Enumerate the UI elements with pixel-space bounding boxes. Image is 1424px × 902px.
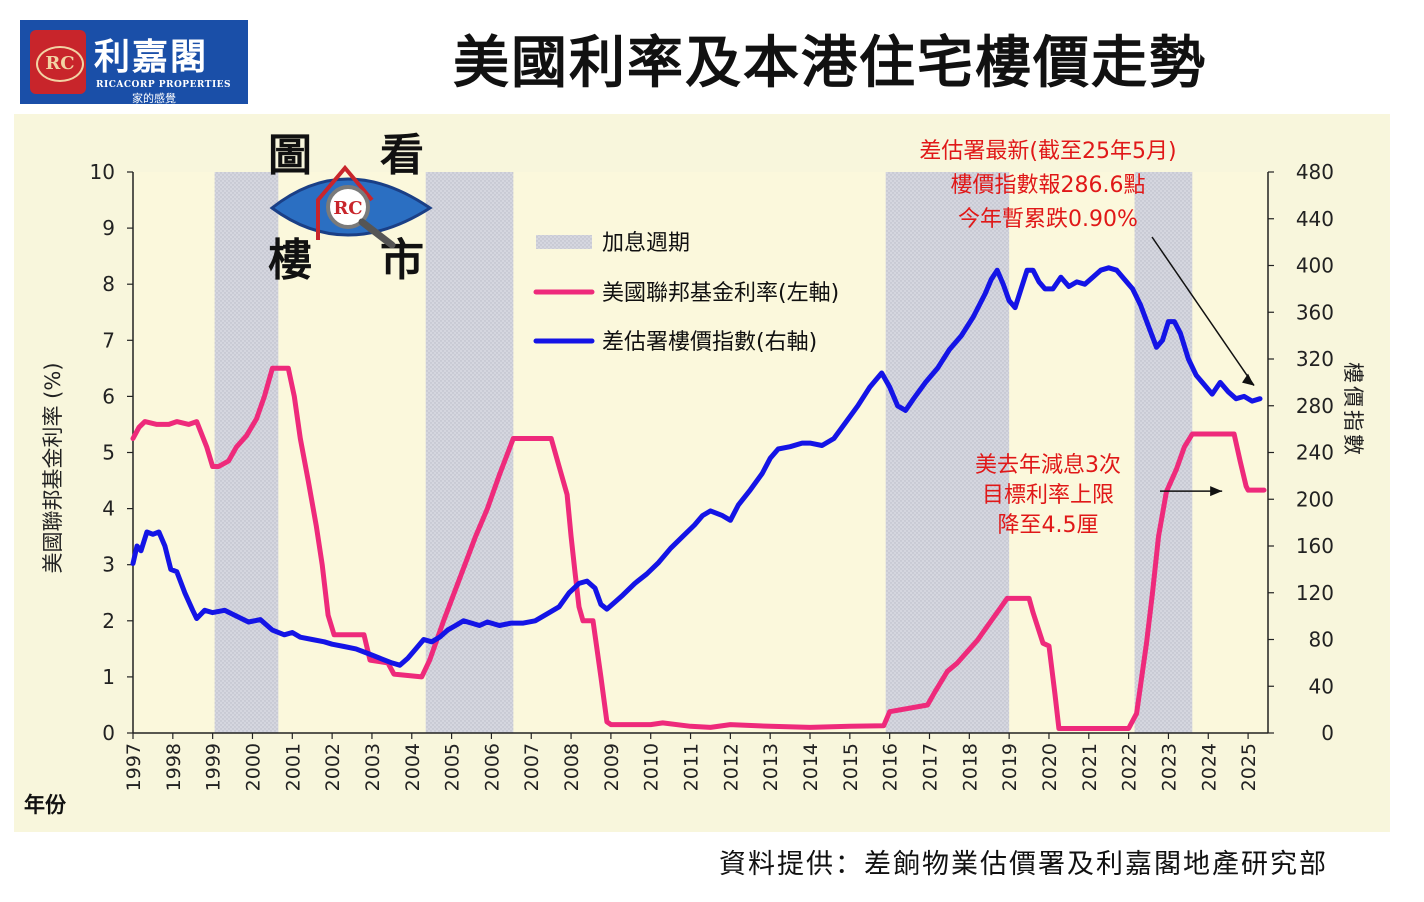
- y-right-tick-label: 400: [1296, 254, 1334, 278]
- home-price-index-line: [130, 265, 1263, 668]
- x-tick-label: 2002: [322, 743, 344, 791]
- hike-band: [214, 172, 279, 733]
- legend-label-bands: 加息週期: [602, 231, 690, 256]
- page-title: 美國利率及本港住宅樓價走勢: [453, 31, 1207, 96]
- x-tick-label: 2021: [1079, 743, 1101, 791]
- annotation-cut-line: 降至4.5厘: [998, 513, 1099, 538]
- x-tick-label: 2022: [1119, 743, 1141, 791]
- annotation-cut-arrowhead: [1210, 486, 1223, 497]
- x-tick-label: 2007: [521, 743, 543, 791]
- x-tick-label: 2010: [641, 743, 663, 791]
- x-tick-label: 2016: [880, 743, 902, 791]
- logo-tagline: 家的感覺: [132, 92, 176, 105]
- chart-logo-char: 看: [380, 130, 424, 181]
- y-left-tick-label: 7: [102, 328, 115, 352]
- y-right-tick-label: 120: [1296, 581, 1334, 605]
- logo-english: RICACORP PROPERTIES: [96, 80, 232, 90]
- x-axis-label: 年份: [24, 793, 67, 817]
- legend-label-index: 差估署樓價指數(右軸): [602, 330, 817, 355]
- ricacorp-logo: RC 利嘉閣 RICACORP PROPERTIES 家的感覺: [20, 20, 248, 105]
- y-right-tick-label: 160: [1296, 534, 1334, 558]
- y-right-tick-label: 80: [1309, 628, 1334, 652]
- x-tick-label: 2008: [561, 743, 583, 791]
- annotation-latest-arrow: [1151, 236, 1255, 386]
- x-tick-label: 2024: [1198, 743, 1220, 791]
- rc-seal-icon: RC: [30, 30, 86, 94]
- legend-label-rate: 美國聯邦基金利率(左軸): [602, 281, 839, 306]
- annotation-latest-arrowhead: [1242, 373, 1255, 386]
- y-left-tick-label: 2: [102, 609, 115, 633]
- y-left-tick-label: 3: [102, 553, 115, 577]
- x-tick-label: 2025: [1238, 743, 1260, 791]
- magnifier-handle: [358, 218, 396, 249]
- x-tick-label: 2004: [402, 743, 424, 791]
- x-tick-label: 2011: [681, 743, 703, 791]
- x-tick-label: 2013: [760, 743, 782, 791]
- hike-band: [885, 172, 1010, 733]
- x-tick-label: 2001: [282, 743, 304, 791]
- x-tick-label: 2003: [362, 743, 384, 791]
- legend-swatch-bands: [536, 235, 592, 249]
- magnifier-lens: [326, 185, 370, 229]
- chart-logo-char: 圖: [268, 130, 312, 181]
- hike-band: [425, 172, 514, 733]
- y-right-tick-label: 40: [1309, 674, 1334, 698]
- x-tick-label: 2009: [601, 743, 623, 791]
- y-left-tick-label: 8: [102, 272, 115, 296]
- y-right-tick-label: 200: [1296, 487, 1334, 511]
- eye-magnifier-icon: 圖看樓 市RC: [268, 130, 433, 286]
- y-left-tick-label: 9: [102, 216, 115, 240]
- series-lines: [130, 265, 1267, 731]
- annotation-cut-line: 目標利率上限: [982, 483, 1114, 508]
- y-right-tick-label: 440: [1296, 207, 1334, 231]
- x-tick-label: 2023: [1158, 743, 1180, 791]
- y-right-tick-label: 320: [1296, 347, 1334, 371]
- y-right-tick-label: 360: [1296, 300, 1334, 324]
- hike-period-bands: [214, 172, 1193, 733]
- x-tick-label: 2012: [720, 743, 742, 791]
- tick-labels: 0 1 2 3 4 5 6 7 8 9 10 0 40 80 120 160 200 240 280 320 360 40…: [90, 160, 1334, 791]
- x-tick-label: 2006: [481, 743, 503, 791]
- x-tick-label: 1998: [163, 743, 185, 791]
- x-tick-label: 1999: [203, 743, 225, 791]
- x-tick-label: 2015: [840, 743, 862, 791]
- y-left-tick-label: 1: [102, 665, 115, 689]
- x-tick-label: 2020: [1039, 743, 1061, 791]
- annotation-latest-line: 今年暫累跌0.90%: [958, 207, 1138, 232]
- logo-name: 利嘉閣: [94, 36, 209, 78]
- magnifier-rc-text: RC: [333, 198, 362, 219]
- y-left-tick-label: 0: [102, 721, 115, 745]
- y-left-tick-label: 4: [102, 497, 115, 521]
- y-left-tick-label: 10: [90, 160, 115, 184]
- x-tick-label: 2018: [959, 743, 981, 791]
- axes: [127, 171, 1274, 739]
- chart-logo-char: 樓: [268, 235, 312, 286]
- x-tick-label: 2019: [999, 743, 1021, 791]
- y-axis-left-label: 美國聯邦基金利率 (%): [41, 362, 65, 573]
- y-left-tick-label: 5: [102, 441, 115, 465]
- annotation-cut-line: 美去年減息3次: [975, 453, 1121, 478]
- fed-rate-line: [130, 365, 1267, 731]
- annotation-latest-line: 差估署最新(截至25年5月): [919, 139, 1176, 164]
- x-tick-label: 2000: [242, 743, 264, 791]
- x-tick-label: 1997: [123, 743, 145, 791]
- y-right-tick-label: 240: [1296, 441, 1334, 465]
- house-roof: [316, 164, 374, 240]
- y-left-tick-label: 6: [102, 384, 115, 408]
- y-right-tick-label: 0: [1321, 721, 1334, 745]
- y-right-tick-label: 280: [1296, 394, 1334, 418]
- x-tick-label: 2005: [442, 743, 464, 791]
- x-tick-label: 2014: [800, 743, 822, 791]
- y-right-tick-label: 480: [1296, 160, 1334, 184]
- annotation-latest-line: 樓價指數報286.6點: [951, 173, 1146, 198]
- x-tick-label: 2017: [919, 743, 941, 791]
- source-note: 資料提供：差餉物業估價署及利嘉閣地產研究部: [719, 849, 1328, 880]
- y-axis-right-label: 樓價指數: [1341, 362, 1365, 458]
